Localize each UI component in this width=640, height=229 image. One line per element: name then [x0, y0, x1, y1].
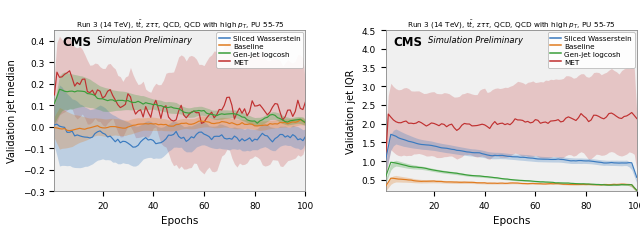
Y-axis label: Validation jet IQR: Validation jet IQR — [346, 69, 356, 153]
X-axis label: Epochs: Epochs — [493, 215, 530, 225]
Y-axis label: Validation jet median: Validation jet median — [7, 59, 17, 163]
Text: CMS: CMS — [394, 36, 422, 49]
Text: Simulation Preliminary: Simulation Preliminary — [97, 36, 192, 45]
Text: Simulation Preliminary: Simulation Preliminary — [428, 36, 524, 45]
Title: Run 3 (14 TeV), t$\bar{t}$, z$\tau\tau$, QCD, QCD with high $p_T$, PU 55-75: Run 3 (14 TeV), t$\bar{t}$, z$\tau\tau$,… — [407, 19, 616, 31]
Legend: Sliced Wasserstein, Baseline, Gen-jet logcosh, MET: Sliced Wasserstein, Baseline, Gen-jet lo… — [216, 33, 303, 68]
Legend: Sliced Wasserstein, Baseline, Gen-jet logcosh, MET: Sliced Wasserstein, Baseline, Gen-jet lo… — [547, 33, 635, 68]
Text: CMS: CMS — [62, 36, 91, 49]
Title: Run 3 (14 TeV), t$\bar{t}$, z$\tau\tau$, QCD, QCD with high $p_T$, PU 55-75: Run 3 (14 TeV), t$\bar{t}$, z$\tau\tau$,… — [76, 19, 284, 31]
X-axis label: Epochs: Epochs — [161, 215, 198, 225]
